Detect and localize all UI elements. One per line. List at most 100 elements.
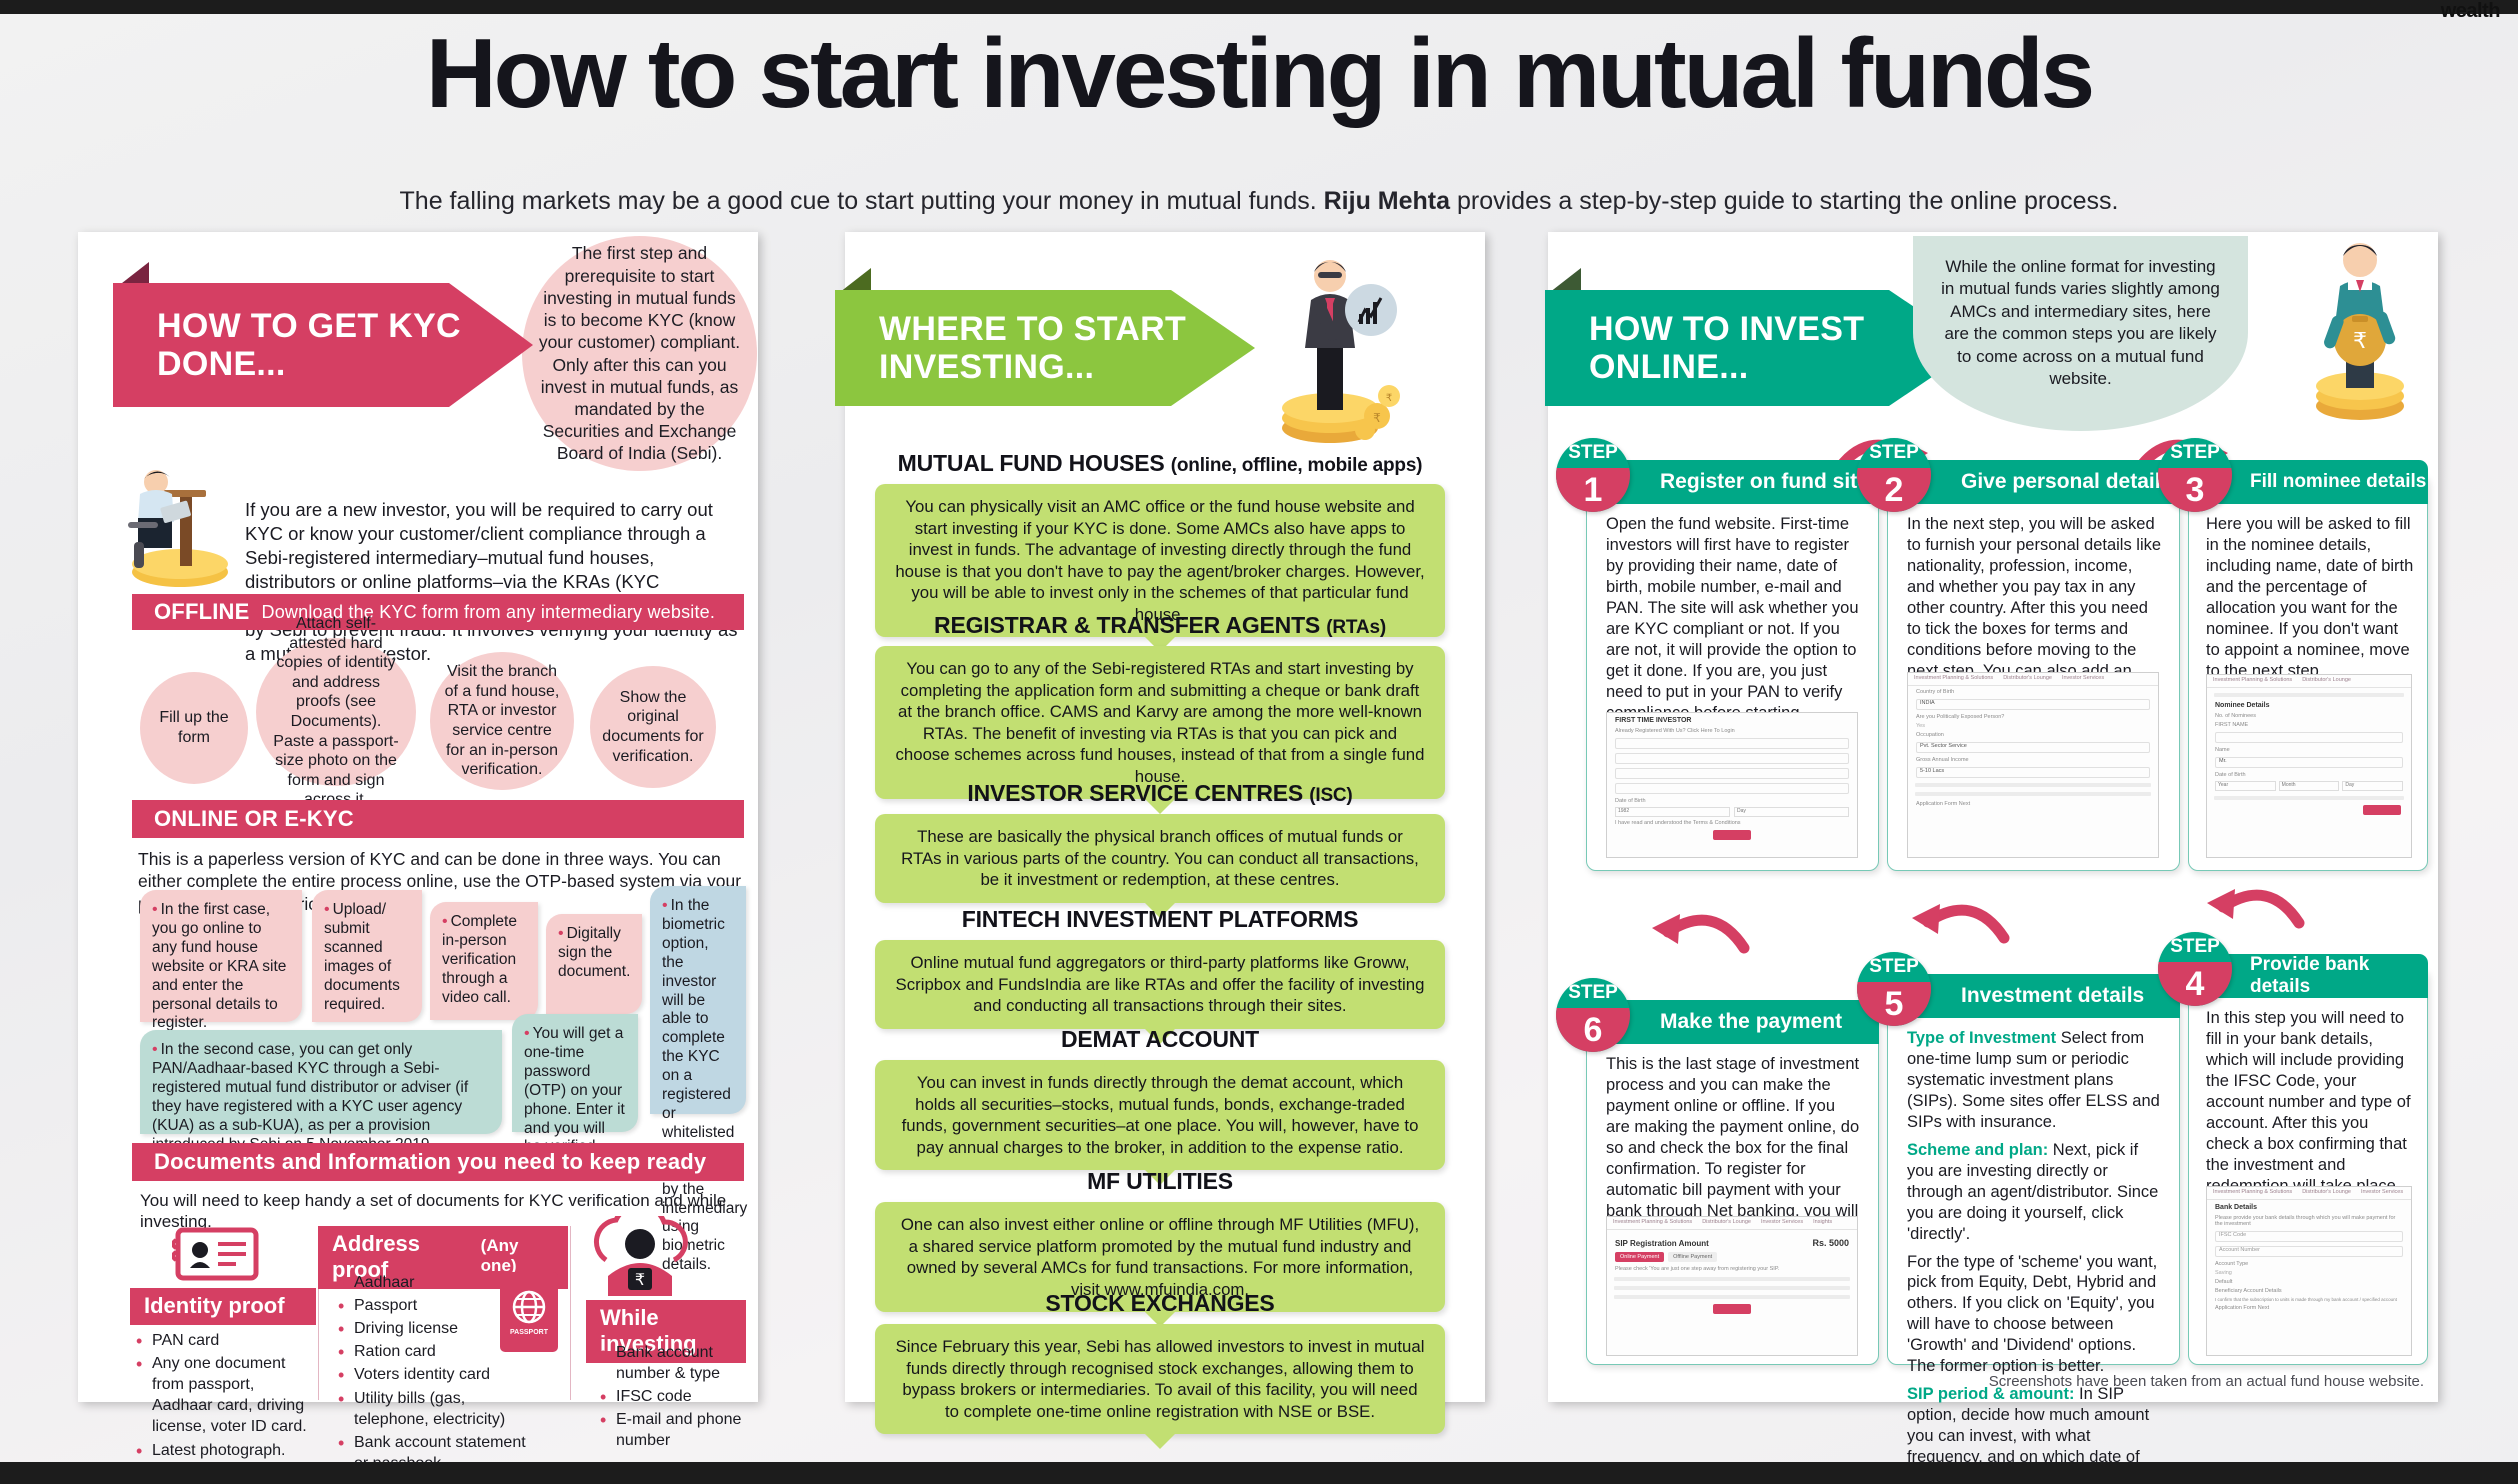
shot-label: Gross Annual Income — [1916, 757, 1969, 763]
step-header-4: Provide bank details — [2188, 954, 2428, 998]
banner-how-to-get-kyc-done: HOW TO GET KYC DONE... — [113, 283, 533, 407]
ekyc-tile-biometric: • In the biometric option, the investor w… — [650, 886, 747, 1273]
curved-arrow-4to5 — [1912, 904, 2010, 944]
shot-account-types[interactable]: Saving — [2215, 1270, 2232, 1276]
shot-sub-4: Please provide your bank details through… — [2215, 1215, 2396, 1227]
wallet-cloud-icon: ₹ — [594, 1216, 688, 1296]
shot-note-6: Please check 'You are just one step away… — [1615, 1266, 1780, 1272]
section-title-fintech: FINTECH INVESTMENT PLATFORMS — [961, 906, 1359, 932]
screenshot-step-6: Investment Planning & Solutions Distribu… — [1606, 1216, 1858, 1356]
offline-step-1: Fill up the form — [140, 672, 248, 784]
svg-text:₹: ₹ — [1373, 411, 1381, 425]
shot-sub-1: Already Registered With Us? Click Here T… — [1615, 728, 1735, 734]
shot-check-4[interactable]: I confirm that the subscription to units… — [2215, 1297, 2397, 1302]
shot-button-4[interactable]: Application Form Next — [2215, 1305, 2270, 1311]
shot-label: Date of Birth — [2215, 772, 2246, 778]
list-item: Voters identity card — [338, 1364, 544, 1388]
bottom-black-bar — [0, 1462, 2518, 1484]
identity-proof-list: PAN card Any one document from passport,… — [136, 1330, 316, 1463]
shot-button-2[interactable]: Application Form Next — [1916, 801, 1971, 807]
shot-next-button-1[interactable] — [1713, 830, 1751, 840]
step-badge-6: STEP 6 — [1556, 978, 1630, 1052]
step-body-5: Type of Investment Select from one-time … — [1907, 1028, 2163, 1484]
subhead-before: The falling markets may be a good cue to… — [399, 187, 1324, 215]
section-title-mf-utilities: MF UTILITIES — [1087, 1168, 1233, 1194]
ekyc-tile-1: • In the first case, you go online to any… — [140, 890, 302, 1031]
section-body-mf-utilities: One can also invest either online or off… — [875, 1202, 1445, 1327]
offline-step-4: Show the original documents for verifica… — [590, 666, 716, 788]
investor-on-coins-illustration: ₹ ₹ — [1282, 260, 1400, 443]
documents-label: Documents and Information you need to ke… — [154, 1149, 707, 1174]
shot-confirm-button[interactable] — [1713, 1304, 1751, 1314]
shot-label: Name — [2215, 747, 2230, 753]
shot-nav-6: Investment Planning & Solutions Distribu… — [1607, 1217, 1857, 1230]
banner-how-to-invest-online: HOW TO INVEST ONLINE... — [1545, 290, 1975, 406]
section-body-rtas: You can go to any of the Sebi-registered… — [875, 646, 1445, 814]
bullet-icon: • — [324, 901, 330, 918]
ekyc-tile-4: • Digitally sign the document. — [546, 914, 642, 1014]
shot-value: 5-10 Lacs — [1916, 767, 2150, 778]
byline: Riju Mehta — [1323, 187, 1451, 215]
top-black-bar — [0, 0, 2518, 14]
offline-step-3: Visit the branch of a fund house, RTA or… — [430, 652, 574, 790]
ekyc-tile-2: • Upload/ submit scanned images of docume… — [312, 890, 422, 1022]
shot-value: Pvt. Sector Service — [1916, 742, 2150, 753]
shot-line — [1915, 783, 2151, 787]
shot-label: Are you Politically Exposed Person? — [1916, 714, 2005, 720]
shot-month: Month — [2278, 781, 2340, 791]
step-header-6: Make the payment — [1586, 1000, 1879, 1044]
bullet-icon: • — [524, 1025, 530, 1042]
investor-with-piggybank-illustration: ₹ — [2316, 243, 2404, 420]
shot-tab-offline[interactable]: Offline Payment — [1668, 1252, 1718, 1262]
shot-radio[interactable]: Yes — [1916, 723, 1925, 729]
kyc-circle-note: The first step and prerequisite to start… — [522, 236, 757, 471]
section-body-fintech: Online mutual fund aggregators or third-… — [875, 940, 1445, 1043]
curved-arrow-3to4 — [2207, 889, 2305, 929]
identity-proof-header: Identity proof — [130, 1288, 316, 1325]
shot-heading-4: Bank Details — [2215, 1204, 2258, 1211]
id-card-icon — [172, 1227, 259, 1281]
online-format-note: While the online format for investing in… — [1913, 236, 2248, 431]
step-badge-2: STEP 2 — [1857, 438, 1931, 512]
step-header-1: Register on fund site — [1586, 460, 1879, 504]
shot-account-field[interactable]: Account Number — [2215, 1246, 2403, 1257]
while-investing-list: Bank account number & type IFSC code E-m… — [600, 1342, 750, 1454]
shot-field — [1615, 753, 1849, 764]
shot-field — [1615, 783, 1849, 794]
shot-proceed-button[interactable] — [2363, 805, 2401, 815]
shot-line — [1614, 1295, 1850, 1299]
step-card-5 — [1887, 987, 2180, 1365]
shot-line — [1915, 792, 2151, 796]
section-title-demat: DEMAT ACCOUNT — [1061, 1026, 1259, 1052]
shot-ifsc-field[interactable]: IFSC Code — [2215, 1231, 2403, 1242]
offline-label: OFFLINE — [154, 599, 250, 624]
divider — [570, 1226, 571, 1400]
shot-label: No. of Nominees — [2215, 713, 2256, 719]
screenshot-step-1: FIRST TIME INVESTOR Already Registered W… — [1606, 712, 1858, 858]
shot-dob-day: Day — [1734, 807, 1849, 817]
step5-para-1: Type of Investment Select from one-time … — [1907, 1029, 2160, 1131]
online-ekyc-bar: ONLINE OR E-KYC — [132, 800, 744, 838]
bullet-icon: • — [662, 897, 668, 914]
section-body-mutual-fund-houses: You can physically visit an AMC office o… — [875, 484, 1445, 652]
screenshot-step-2: Investment Planning & Solutions Distribu… — [1907, 672, 2159, 858]
shot-tab-online[interactable]: Online Payment — [1615, 1252, 1665, 1262]
ekyc-tile-3: • Complete in-person verification through… — [430, 902, 538, 1020]
shot-check-1: I have read and understood the Terms & C… — [1615, 820, 1741, 826]
shot-field — [2215, 732, 2403, 743]
bullet-icon: • — [558, 925, 564, 942]
shot-dob-year: 1982 — [1615, 807, 1730, 817]
svg-text:₹: ₹ — [2353, 329, 2367, 354]
list-item: Driving license — [338, 1318, 544, 1342]
section-body-stock-exchanges: Since February this year, Sebi has allow… — [875, 1324, 1445, 1449]
svg-text:₹: ₹ — [635, 1270, 645, 1289]
step5-para-3: For the type of 'scheme' you want, pick … — [1907, 1252, 2158, 1376]
screenshot-step-3: Investment Planning & Solutions Distribu… — [2206, 674, 2412, 858]
list-item: PAN card — [136, 1330, 316, 1354]
step5-para-2: Scheme and plan: Next, pick if you are i… — [1907, 1140, 2159, 1243]
section-title-rtas: REGISTRAR & TRANSFER AGENTS (RTAs) — [934, 612, 1386, 638]
ekyc-tile-second-case: • In the second case, you can get only PA… — [140, 1030, 502, 1153]
passport-icon: PASSPORT — [500, 1272, 558, 1352]
shot-value: INDIA — [1916, 699, 2150, 710]
